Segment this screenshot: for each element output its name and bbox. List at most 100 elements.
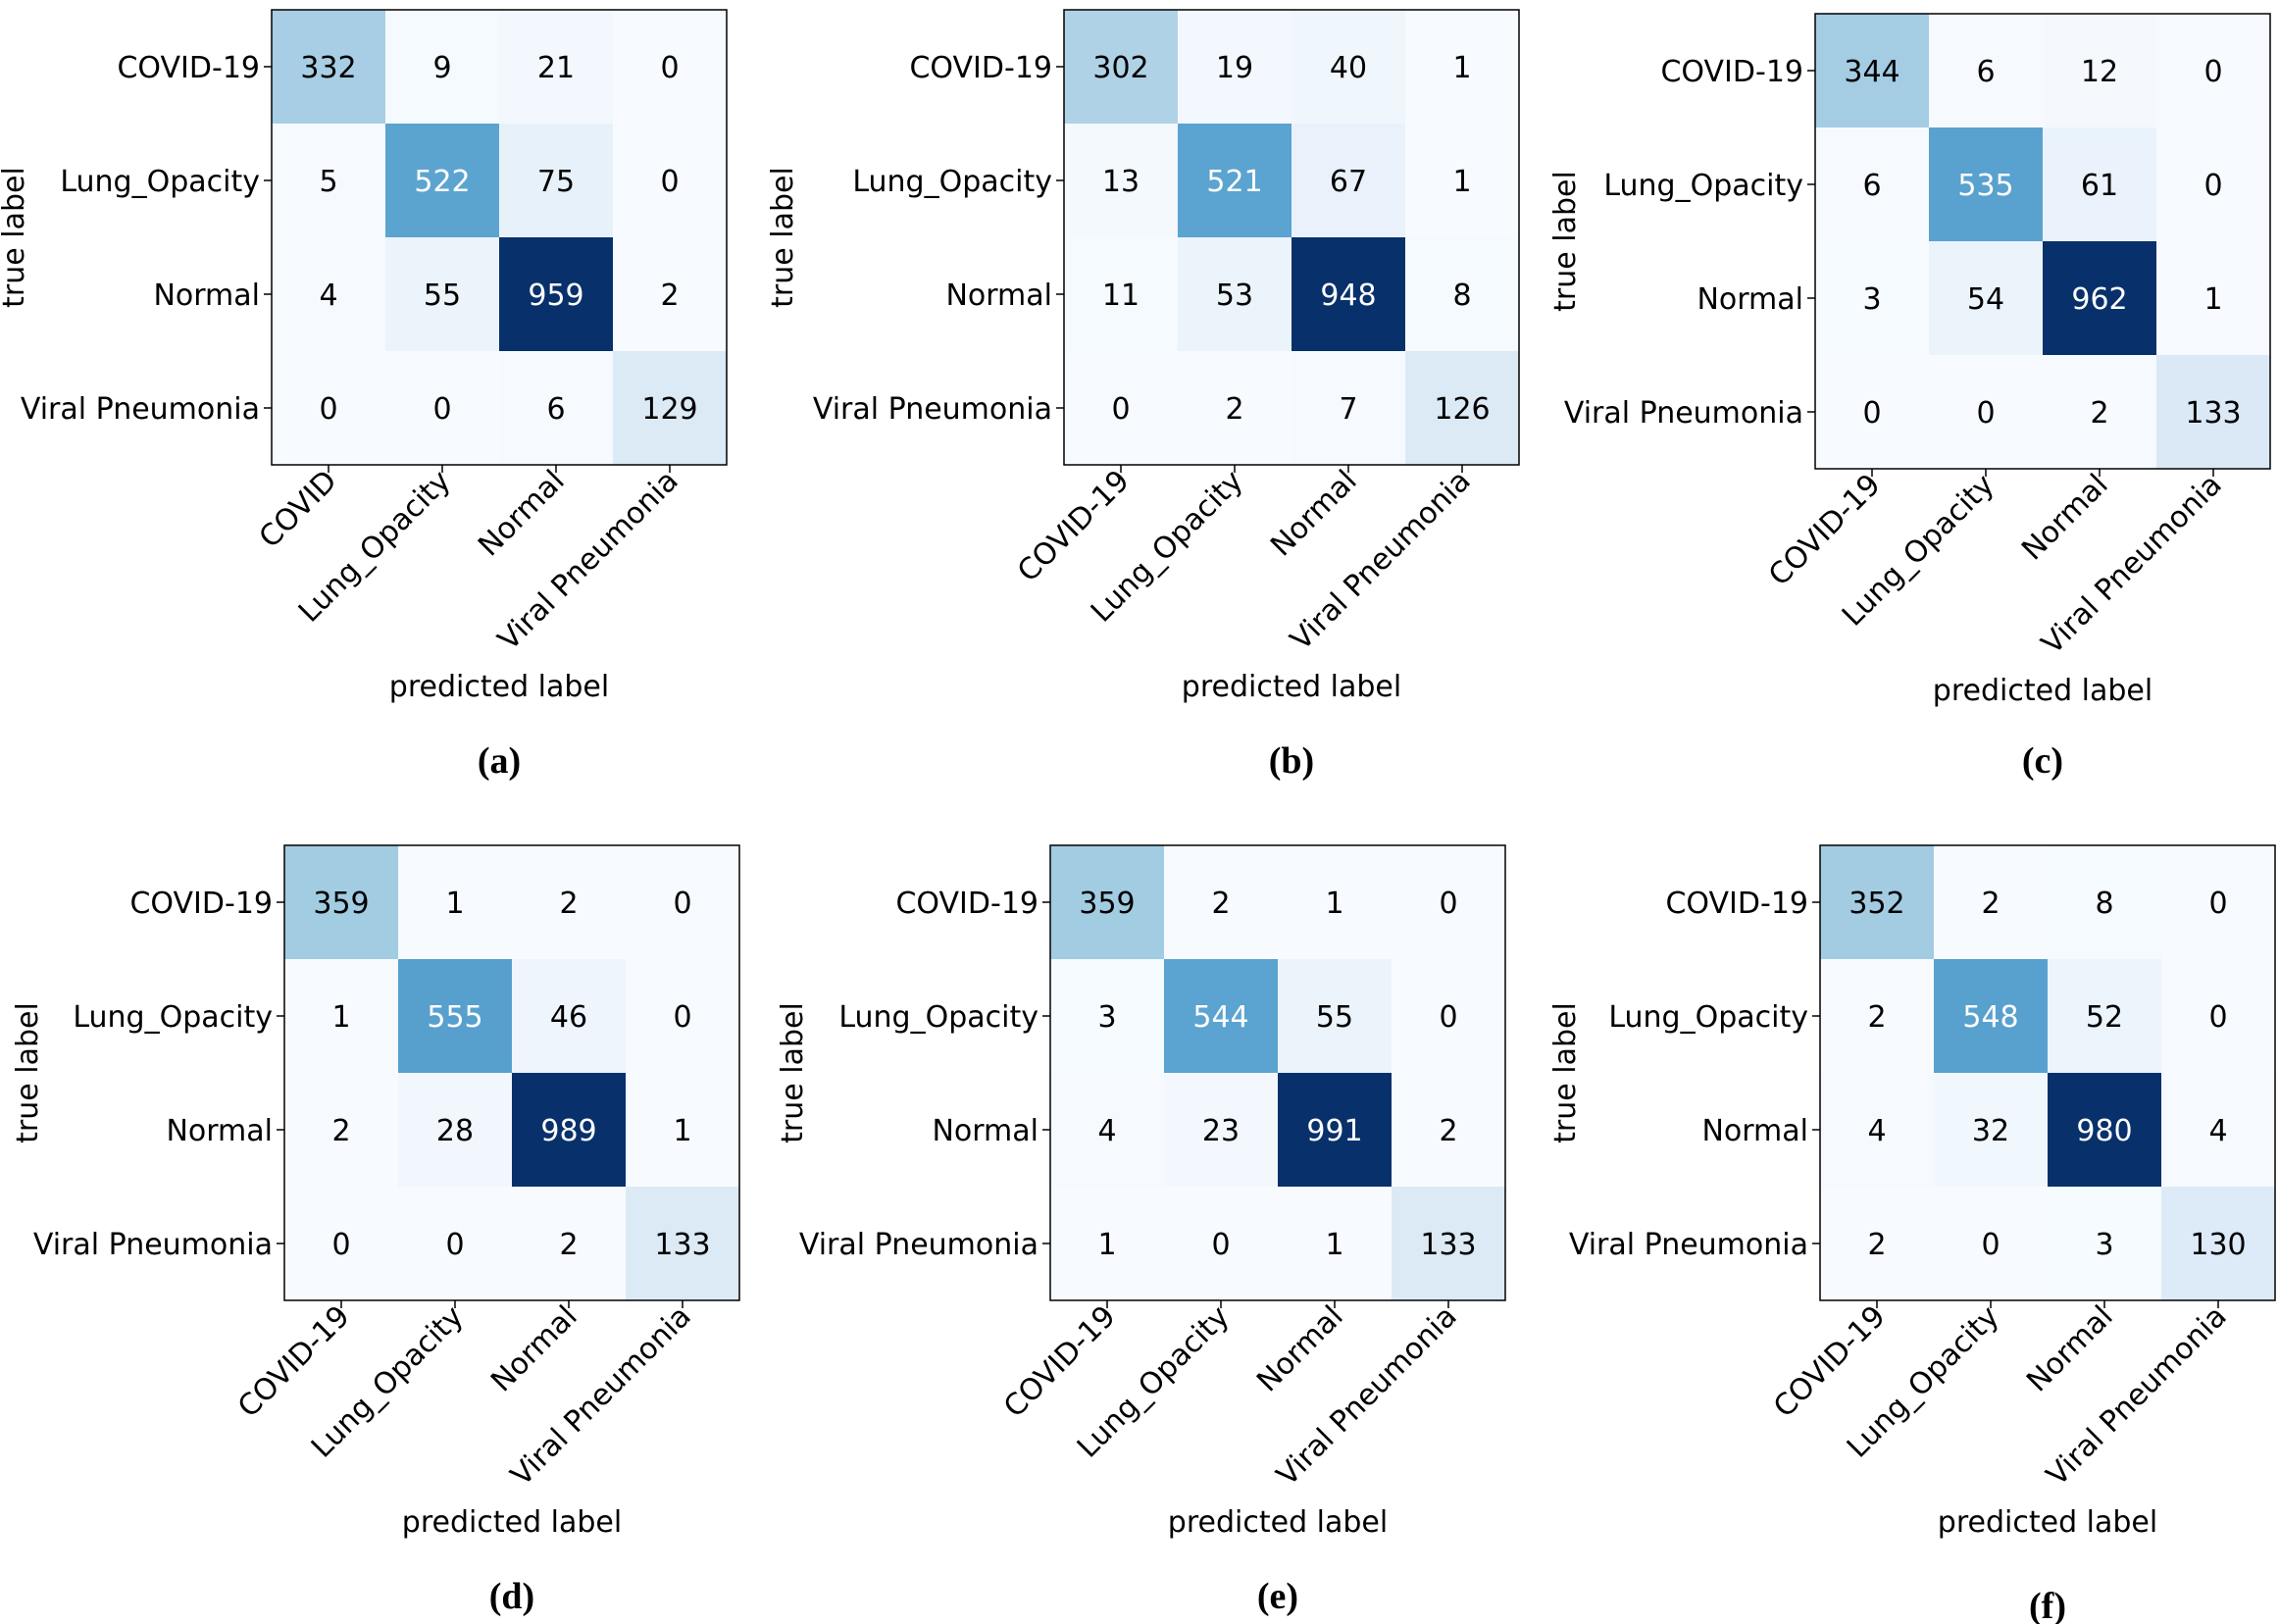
matrix-cell xyxy=(1050,845,1164,959)
y-tick-label: Lung_Opacity xyxy=(60,165,260,199)
y-tick-label: COVID-19 xyxy=(117,51,260,85)
cell-value-label: 0 xyxy=(2208,887,2227,921)
cell-value-label: 75 xyxy=(537,165,575,199)
matrix-cell xyxy=(2048,1187,2161,1300)
matrix-cell xyxy=(2043,241,2156,355)
matrix-cell xyxy=(272,237,385,351)
matrix-cell xyxy=(2048,959,2161,1073)
cell-value-label: 133 xyxy=(1420,1228,1476,1262)
x-tick-label: Normal xyxy=(472,464,572,564)
cell-value-label: 352 xyxy=(1849,887,1904,921)
matrix-cell xyxy=(385,237,499,351)
cell-value-label: 133 xyxy=(2185,396,2241,431)
matrix-cell xyxy=(284,1187,398,1300)
cell-value-label: 544 xyxy=(1192,1000,1248,1035)
matrix-cell xyxy=(512,1073,626,1187)
panel-label: (c) xyxy=(2022,740,2063,782)
matrix-cell xyxy=(1392,1187,1505,1300)
cell-value-label: 1 xyxy=(1452,165,1471,199)
cell-value-label: 32 xyxy=(1972,1114,2009,1148)
cell-value-label: 0 xyxy=(445,1228,464,1262)
cell-value-label: 2 xyxy=(1867,1000,1886,1035)
y-tick-label: Normal xyxy=(932,1114,1038,1148)
plot-frame xyxy=(283,844,740,1301)
matrix-cell xyxy=(1178,10,1291,124)
cell-value-label: 1 xyxy=(331,1000,350,1035)
cell-value-label: 0 xyxy=(432,392,451,427)
cell-value-label: 1 xyxy=(1325,887,1343,921)
cell-value-label: 521 xyxy=(1206,165,1262,199)
y-axis-label: true label xyxy=(11,1002,45,1143)
y-tick-label: Normal xyxy=(1697,282,1803,317)
cell-value-label: 359 xyxy=(1079,887,1135,921)
cell-value-label: 0 xyxy=(1439,887,1457,921)
matrix-cell xyxy=(1392,845,1505,959)
confusion-matrix-panel: 359 2 1 0 3 544 55 0 4 23 991 2 1 0 1 133 COVID-19 Lung_O… xyxy=(776,844,1506,1617)
cell-value-label: 6 xyxy=(1976,55,1995,89)
x-axis-label: predicted label xyxy=(1933,674,2152,708)
confusion-matrix-panel: 332 9 21 0 5 522 75 0 4 55 959 2 0 0 6 129 COVID-19 Lung_… xyxy=(0,9,728,782)
plot-frame xyxy=(271,9,728,466)
x-tick-label: COVID xyxy=(253,464,344,555)
matrix-cell xyxy=(398,1187,512,1300)
matrix-cell xyxy=(499,10,613,124)
cell-value-label: 962 xyxy=(2071,282,2127,317)
matrix-cell xyxy=(1820,1073,1934,1187)
matrix-cell xyxy=(1064,237,1178,351)
cell-value-label: 0 xyxy=(673,887,691,921)
matrix-cell xyxy=(1815,127,1929,241)
matrix-cell xyxy=(1392,1073,1505,1187)
matrix-cell xyxy=(2156,241,2270,355)
matrix-cell xyxy=(385,351,499,465)
x-axis-label: predicted label xyxy=(402,1505,622,1540)
cell-value-label: 1 xyxy=(2203,282,2222,317)
cell-value-label: 3 xyxy=(2095,1228,2113,1262)
matrix-cell xyxy=(2156,127,2270,241)
matrix-cell xyxy=(626,959,739,1073)
matrix-cell xyxy=(1178,351,1291,465)
y-tick-label: COVID-19 xyxy=(895,887,1038,921)
matrix-cell xyxy=(1278,845,1392,959)
cell-value-label: 0 xyxy=(660,51,679,85)
matrix-cell xyxy=(2156,355,2270,469)
matrix-cell xyxy=(1815,14,1929,127)
cell-value-label: 4 xyxy=(319,279,337,313)
cell-value-label: 133 xyxy=(654,1228,710,1262)
matrix-cell xyxy=(398,959,512,1073)
plot-frame xyxy=(1814,13,2271,470)
cell-value-label: 19 xyxy=(1216,51,1253,85)
cell-value-label: 67 xyxy=(1330,165,1367,199)
cell-value-label: 55 xyxy=(1316,1000,1353,1035)
matrix-cell xyxy=(1050,959,1164,1073)
matrix-cell xyxy=(1050,1073,1164,1187)
matrix-cell xyxy=(1934,1073,2048,1187)
matrix-cell xyxy=(1278,1187,1392,1300)
cell-value-label: 344 xyxy=(1844,55,1899,89)
cell-value-label: 948 xyxy=(1320,279,1376,313)
cell-value-label: 3 xyxy=(1862,282,1881,317)
matrix-cell xyxy=(1291,124,1405,237)
cell-value-label: 548 xyxy=(1962,1000,2018,1035)
plot-frame xyxy=(1049,844,1506,1301)
matrix-cell xyxy=(1929,241,2043,355)
matrix-cell xyxy=(1178,237,1291,351)
panel-label: (a) xyxy=(478,740,521,782)
y-tick-label: COVID-19 xyxy=(1660,55,1803,89)
cell-value-label: 8 xyxy=(2095,887,2113,921)
cell-value-label: 535 xyxy=(1957,169,2013,203)
matrix-cell xyxy=(613,237,727,351)
matrix-cell xyxy=(398,845,512,959)
matrix-cell xyxy=(1164,1073,1278,1187)
cell-value-label: 13 xyxy=(1102,165,1140,199)
matrix-cell xyxy=(512,1187,626,1300)
cell-value-label: 0 xyxy=(1981,1228,2000,1262)
matrix-cell xyxy=(1278,1073,1392,1187)
matrix-cell xyxy=(1291,351,1405,465)
matrix-cell xyxy=(512,959,626,1073)
confusion-matrix-panel: 359 1 2 0 1 555 46 0 2 28 989 1 0 0 2 133 COVID-19 Lung_O… xyxy=(11,844,740,1617)
cell-value-label: 4 xyxy=(1097,1114,1116,1148)
x-tick-label: COVID-19 xyxy=(1762,468,1888,593)
cell-value-label: 129 xyxy=(641,392,697,427)
matrix-cell xyxy=(1064,124,1178,237)
y-tick-label: Lung_Opacity xyxy=(852,165,1052,199)
